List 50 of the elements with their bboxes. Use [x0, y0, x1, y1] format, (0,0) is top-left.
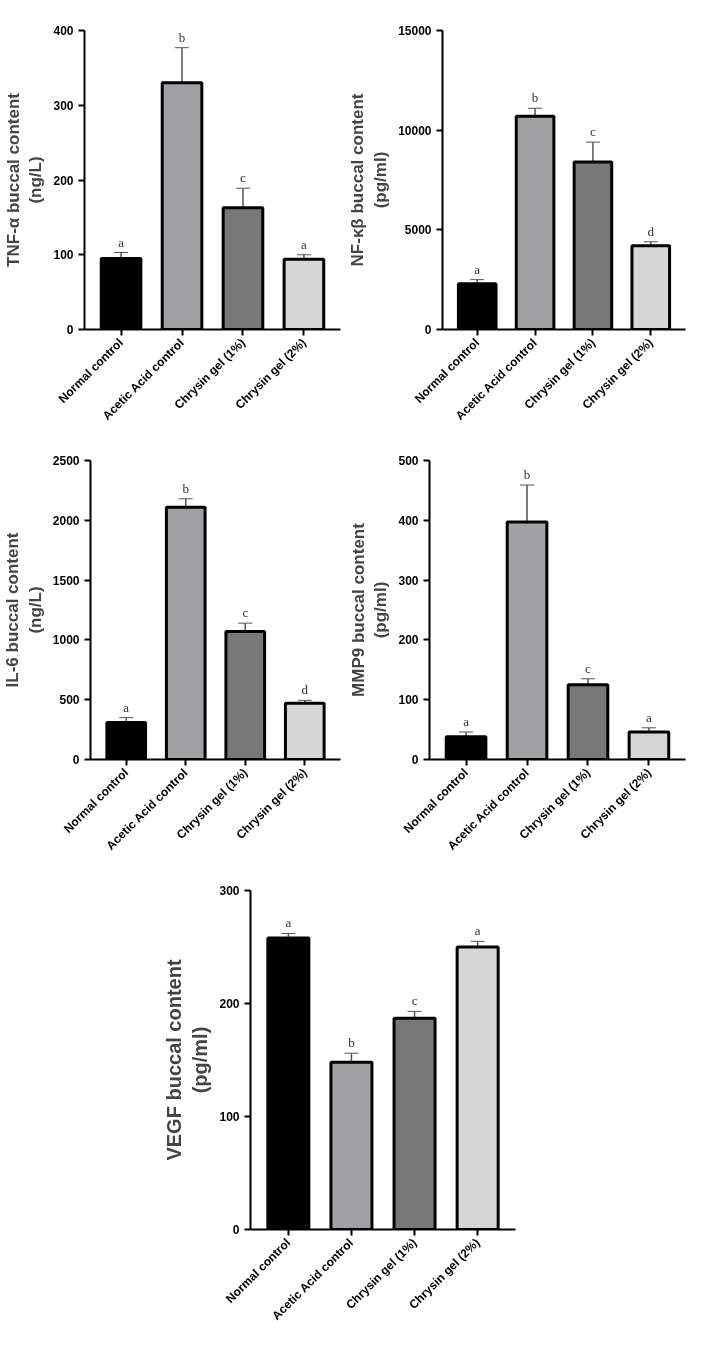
annotation: b	[523, 467, 531, 483]
y-axis-title: TNF-α buccal content (ng/L)	[3, 92, 46, 267]
y-tick-label: 300	[53, 98, 74, 113]
annotation: c	[242, 605, 249, 621]
annotation: b	[182, 480, 189, 496]
y-axis-title: MMP9 buccal content (pg/ml)	[348, 522, 391, 697]
y-tick-label: 0	[424, 323, 432, 337]
y-tick-label: 200	[219, 997, 240, 1011]
y-tick-label: 2000	[52, 513, 80, 528]
annotation: d	[301, 682, 309, 698]
y-tick-label: 200	[398, 633, 419, 648]
annotation: a	[474, 923, 481, 939]
y-tick-label: 5000	[404, 223, 432, 238]
annotation: a	[285, 915, 292, 931]
annotation: a	[474, 261, 481, 277]
annotation: c	[411, 993, 418, 1009]
y-tick-label: 0	[72, 753, 80, 767]
y-tick-label: 1500	[52, 573, 80, 588]
y-axis-title: VEGF buccal content (pg/ml)	[163, 959, 212, 1161]
y-axis-title: NF-κβ buccal content (pg/ml)	[348, 93, 391, 267]
y-tick-label: 2500	[52, 454, 80, 468]
y-tick-label: 1000	[52, 633, 80, 648]
annotation: c	[590, 124, 597, 140]
annotation: a	[301, 236, 308, 252]
y-tick-label: 0	[232, 1223, 240, 1237]
annotation: b	[531, 90, 539, 106]
annotation: a	[463, 713, 470, 729]
y-tick-label: 400	[53, 24, 74, 38]
annotation: a	[123, 699, 130, 715]
annotation: a	[118, 234, 125, 250]
y-tick-label: 300	[398, 573, 419, 588]
annotation: d	[647, 223, 655, 239]
y-tick-label: 0	[411, 753, 419, 767]
y-tick-label: 100	[219, 1110, 240, 1124]
annotation: c	[585, 660, 592, 676]
y-tick-label: 500	[398, 454, 419, 468]
y-tick-label: 500	[59, 693, 80, 708]
annotation: c	[240, 170, 247, 186]
y-tick-label: 100	[398, 693, 419, 708]
y-tick-label: 15000	[398, 24, 432, 38]
y-tick-label: 400	[398, 513, 419, 528]
y-tick-label: 200	[53, 173, 74, 188]
annotation: b	[178, 29, 186, 45]
y-tick-label: 300	[219, 884, 240, 898]
y-tick-label: 0	[66, 323, 74, 337]
y-tick-label: 100	[53, 248, 74, 263]
y-axis-title: IL-6 buccal content (ng/L)	[3, 532, 45, 688]
annotation: b	[348, 1035, 355, 1051]
y-tick-label: 10000	[398, 123, 432, 138]
annotation: a	[646, 709, 653, 725]
